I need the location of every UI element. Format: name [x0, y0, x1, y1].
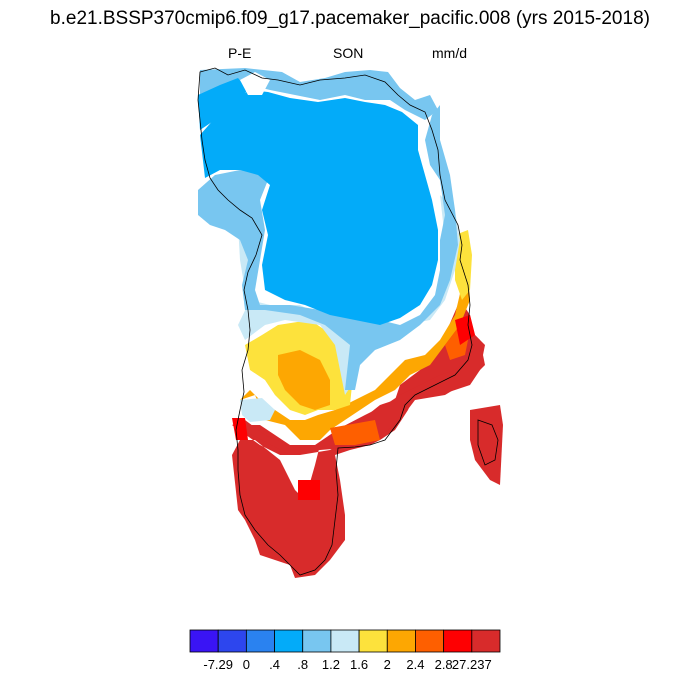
map-title: b.e21.BSSP370cmip6.f09_g17.pacemaker_pac…	[50, 8, 650, 29]
region-red-spots-3	[455, 315, 475, 345]
colorbar-tick-label: 2.4	[406, 657, 424, 672]
colorbar-swatch	[217, 629, 247, 653]
colorbar-tick-label: -7.29	[203, 657, 233, 672]
pe-map-field	[198, 68, 503, 578]
colorbar-swatch	[274, 629, 304, 653]
colorbar-tick-label: .4	[269, 657, 280, 672]
region-strong-blue	[200, 90, 438, 325]
colorbar-swatch	[443, 629, 473, 653]
coastline-island	[477, 419, 499, 466]
region-yellow-east	[455, 230, 472, 300]
region-dark-orange	[330, 420, 380, 445]
colorbar-swatch	[386, 629, 416, 653]
region-red-spots	[232, 418, 248, 440]
colorbar-tick-label: 2.8	[435, 657, 453, 672]
colorbar-swatch	[330, 629, 360, 653]
colorbar-swatch	[415, 629, 445, 653]
variable-label: P-E	[228, 45, 252, 61]
region-dark-red-east-island	[470, 405, 503, 485]
colorbar-tick-label: 1.6	[350, 657, 368, 672]
region-pale-blue-sw	[240, 398, 275, 422]
region-strong-blue-nw	[198, 78, 248, 130]
colorbar-tick-label: 0	[243, 657, 250, 672]
colorbar-swatch	[358, 629, 388, 653]
colorbar-swatch	[245, 629, 275, 653]
region-red-spots-2	[298, 480, 320, 500]
colorbar-tick-label: 27.237	[452, 657, 492, 672]
units-label: mm/d	[432, 45, 467, 61]
region-orange-interior	[278, 350, 330, 410]
region-orange-band	[240, 270, 470, 440]
colorbar-swatch	[189, 629, 219, 653]
season-label: SON	[333, 45, 364, 61]
coastline-outline	[197, 67, 473, 576]
colorbar-tick-label: .8	[297, 657, 308, 672]
colorbar-tick-label: 1.2	[322, 657, 340, 672]
colorbar-swatch	[471, 629, 501, 653]
colorbar: -7.29 0 .4 .8 1.2 1.6 2 2.4 2.8 27.237	[189, 629, 501, 672]
colorbar-swatch	[302, 629, 332, 653]
colorbar-tick-label: 2	[384, 657, 391, 672]
